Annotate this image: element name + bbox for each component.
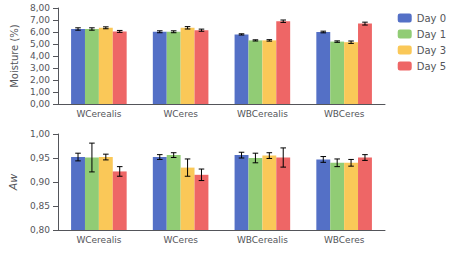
- svg-text:WBCerealis: WBCerealis: [237, 235, 288, 245]
- svg-text:0,80: 0,80: [30, 225, 50, 235]
- svg-text:WBCeres: WBCeres: [324, 109, 365, 119]
- svg-text:0,00: 0,00: [30, 99, 50, 109]
- svg-text:Day 0: Day 0: [417, 13, 446, 24]
- svg-text:5,00: 5,00: [30, 39, 50, 49]
- svg-text:1,00: 1,00: [30, 129, 50, 139]
- svg-text:0,85: 0,85: [30, 201, 50, 211]
- svg-text:WCerealis: WCerealis: [76, 235, 121, 245]
- svg-text:WCeres: WCeres: [163, 109, 198, 119]
- svg-text:WCeres: WCeres: [163, 235, 198, 245]
- svg-text:Day 3: Day 3: [417, 45, 446, 56]
- svg-text:3,00: 3,00: [30, 63, 50, 73]
- svg-text:4,00: 4,00: [30, 51, 50, 61]
- svg-text:WBCeres: WBCeres: [324, 235, 365, 245]
- svg-text:WCerealis: WCerealis: [76, 109, 121, 119]
- svg-text:Moisture (%): Moisture (%): [9, 24, 20, 88]
- svg-text:1,00: 1,00: [30, 87, 50, 97]
- svg-text:2,00: 2,00: [30, 75, 50, 85]
- svg-text:7,00: 7,00: [30, 15, 50, 25]
- svg-text:6,00: 6,00: [30, 27, 50, 37]
- svg-text:0,90: 0,90: [30, 177, 50, 187]
- svg-text:WBCerealis: WBCerealis: [237, 109, 288, 119]
- svg-text:0,95: 0,95: [30, 153, 50, 163]
- svg-text:Aw: Aw: [7, 174, 20, 192]
- svg-text:Day 5: Day 5: [417, 61, 446, 72]
- svg-text:Day 1: Day 1: [417, 29, 446, 40]
- svg-text:8,00: 8,00: [30, 3, 50, 13]
